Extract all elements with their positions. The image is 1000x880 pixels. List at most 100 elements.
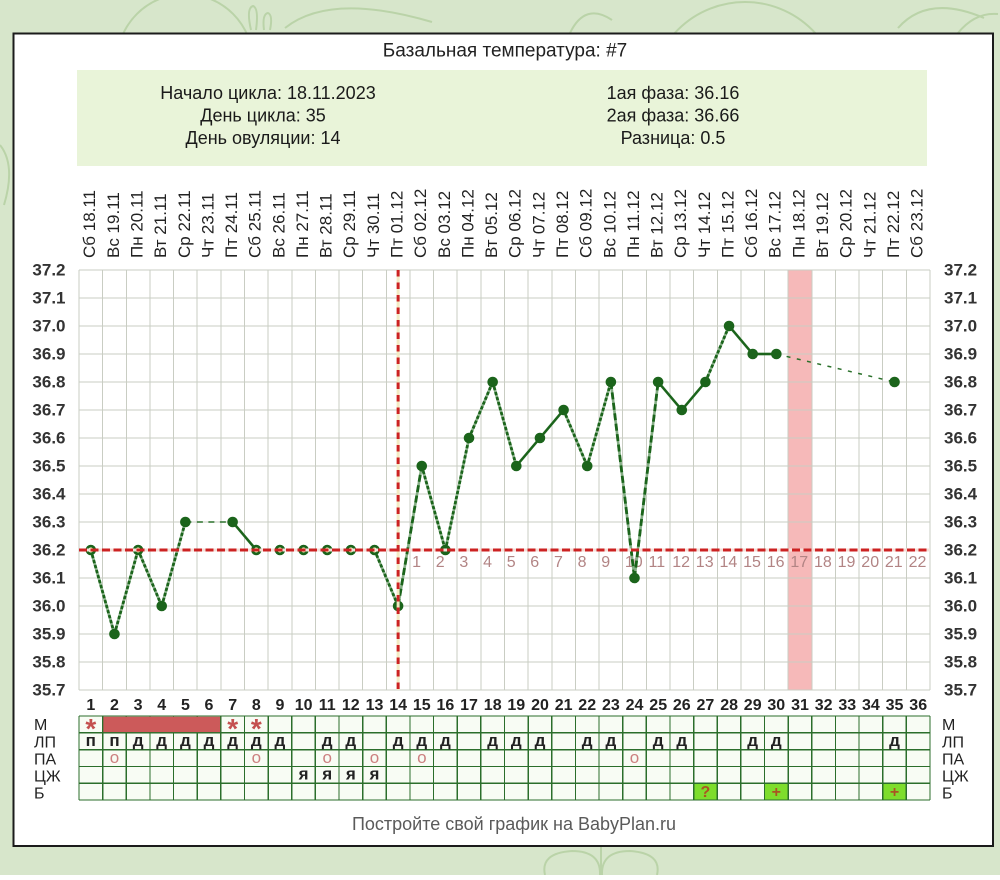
svg-text:1: 1	[86, 697, 95, 714]
svg-text:5: 5	[507, 554, 516, 571]
svg-text:?: ?	[701, 784, 711, 801]
svg-text:д: д	[440, 731, 451, 750]
svg-text:32: 32	[815, 697, 833, 714]
svg-text:15: 15	[743, 554, 761, 571]
svg-text:Пт 15.12: Пт 15.12	[719, 191, 738, 258]
svg-text:23: 23	[602, 697, 620, 714]
svg-text:ЦЖ: ЦЖ	[942, 769, 969, 786]
svg-text:о: о	[252, 748, 261, 767]
svg-text:7: 7	[228, 697, 237, 714]
svg-text:18: 18	[484, 697, 502, 714]
svg-text:д: д	[511, 731, 522, 750]
svg-text:37.0: 37.0	[32, 316, 65, 335]
svg-text:п: п	[86, 731, 96, 750]
svg-text:35.7: 35.7	[32, 680, 65, 699]
svg-text:д: д	[345, 731, 356, 750]
svg-text:*: *	[85, 713, 96, 744]
svg-text:2ая фаза: 36.66: 2ая фаза: 36.66	[607, 105, 740, 125]
svg-text:+: +	[890, 784, 899, 801]
svg-text:д: д	[393, 731, 404, 750]
svg-text:5: 5	[181, 697, 190, 714]
svg-text:Ср 13.12: Ср 13.12	[671, 189, 690, 258]
svg-text:Чт 21.12: Чт 21.12	[860, 192, 879, 258]
svg-text:36.7: 36.7	[944, 400, 977, 419]
svg-text:4: 4	[483, 554, 492, 571]
svg-text:*: *	[251, 713, 262, 744]
svg-text:30: 30	[767, 697, 785, 714]
svg-text:36.6: 36.6	[944, 428, 977, 447]
svg-text:д: д	[133, 731, 144, 750]
svg-text:д: д	[676, 731, 687, 750]
svg-text:Вт 05.12: Вт 05.12	[482, 192, 501, 258]
svg-text:19: 19	[507, 697, 525, 714]
svg-text:6: 6	[530, 554, 539, 571]
svg-text:2: 2	[436, 554, 445, 571]
svg-text:Вс 26.11: Вс 26.11	[269, 192, 288, 258]
svg-text:д: д	[487, 731, 498, 750]
svg-text:37.1: 37.1	[944, 288, 977, 307]
svg-text:д: д	[747, 731, 758, 750]
svg-text:11: 11	[319, 697, 336, 714]
svg-text:*: *	[227, 713, 238, 744]
svg-text:14: 14	[720, 554, 738, 571]
svg-text:35.8: 35.8	[944, 652, 977, 671]
svg-text:Вс 19.11: Вс 19.11	[104, 192, 123, 258]
svg-text:7: 7	[554, 554, 563, 571]
svg-text:12: 12	[342, 697, 360, 714]
svg-text:Вс 03.12: Вс 03.12	[435, 191, 454, 258]
svg-text:я: я	[321, 765, 332, 784]
svg-text:35.7: 35.7	[944, 680, 977, 699]
svg-text:37.0: 37.0	[944, 316, 977, 335]
svg-text:я: я	[369, 765, 380, 784]
svg-text:36.7: 36.7	[32, 400, 65, 419]
svg-text:ПА: ПА	[942, 751, 965, 768]
svg-text:ЛП: ЛП	[34, 734, 56, 751]
svg-text:д: д	[771, 731, 782, 750]
svg-text:+: +	[772, 784, 781, 801]
svg-text:13: 13	[366, 697, 384, 714]
svg-text:Ср 22.11: Ср 22.11	[175, 190, 194, 258]
svg-text:о: о	[110, 748, 119, 767]
svg-text:28: 28	[720, 697, 738, 714]
svg-text:Базальная температура: #7: Базальная температура: #7	[383, 41, 627, 62]
svg-text:36.4: 36.4	[32, 484, 66, 503]
svg-text:20: 20	[861, 554, 879, 571]
svg-text:Пн 11.12: Пн 11.12	[624, 190, 643, 258]
svg-text:ЛП: ЛП	[942, 734, 964, 751]
svg-text:35.8: 35.8	[32, 652, 65, 671]
svg-text:Вт 19.12: Вт 19.12	[813, 192, 832, 258]
svg-text:4: 4	[157, 697, 166, 714]
svg-text:18: 18	[814, 554, 832, 571]
svg-text:24: 24	[626, 697, 644, 714]
svg-text:д: д	[416, 731, 427, 750]
svg-text:22: 22	[909, 554, 927, 571]
svg-text:36.9: 36.9	[944, 344, 977, 363]
svg-text:16: 16	[767, 554, 785, 571]
svg-text:37.1: 37.1	[32, 288, 65, 307]
svg-text:ПА: ПА	[34, 751, 57, 768]
svg-text:21: 21	[555, 697, 573, 714]
svg-text:Ср 06.12: Ср 06.12	[506, 189, 525, 258]
svg-text:д: д	[653, 731, 664, 750]
svg-text:Разница: 0.5: Разница: 0.5	[621, 128, 726, 148]
svg-text:о: о	[417, 748, 426, 767]
svg-text:Пн 20.11: Пн 20.11	[128, 190, 147, 258]
svg-text:12: 12	[672, 554, 690, 571]
svg-text:13: 13	[696, 554, 714, 571]
svg-text:36.6: 36.6	[32, 428, 65, 447]
svg-text:3: 3	[459, 554, 468, 571]
svg-text:Вс 17.12: Вс 17.12	[766, 191, 785, 258]
svg-text:д: д	[322, 731, 333, 750]
svg-text:8: 8	[578, 554, 587, 571]
svg-text:36.8: 36.8	[944, 372, 977, 391]
svg-text:Пн 04.12: Пн 04.12	[458, 189, 477, 258]
svg-text:Пт 08.12: Пт 08.12	[553, 191, 572, 258]
svg-text:36.1: 36.1	[944, 568, 977, 587]
svg-text:д: д	[156, 731, 167, 750]
svg-text:я: я	[298, 765, 309, 784]
svg-text:2: 2	[110, 697, 119, 714]
svg-text:д: д	[275, 731, 286, 750]
svg-text:д: д	[227, 731, 238, 750]
svg-text:19: 19	[838, 554, 856, 571]
svg-text:1ая фаза: 36.16: 1ая фаза: 36.16	[607, 83, 740, 103]
